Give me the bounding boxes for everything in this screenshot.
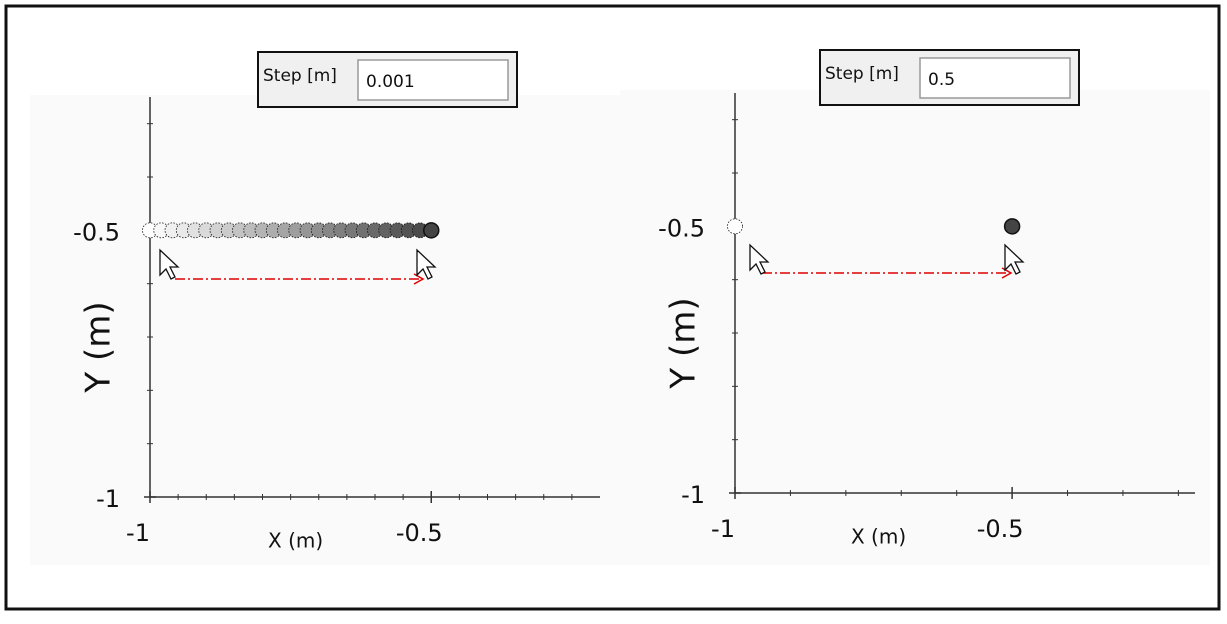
cursor: [159, 248, 180, 280]
y-axis-label: Y (m): [664, 297, 704, 389]
x-axis-label: X (m): [851, 525, 906, 549]
plot: Step [m] 0.001 -1 -0.5 -1 -0.5 X (m) Y (m): [73, 51, 600, 553]
annotations: [159, 243, 1025, 285]
step-label: Step [m]: [825, 64, 899, 84]
step-value: 0.001: [366, 72, 415, 92]
cursor: [749, 243, 770, 275]
x-tick-label: -0.5: [977, 515, 1024, 543]
point: [1003, 218, 1021, 235]
step-label: Step [m]: [263, 66, 337, 86]
panel-bg: [30, 95, 620, 565]
y-tick-label: -0.5: [73, 218, 120, 246]
step-input[interactable]: [919, 57, 1071, 99]
y-axis-label: Y (m): [79, 301, 119, 393]
cursor: [416, 248, 437, 280]
step-input[interactable]: [357, 59, 509, 101]
cursor: [1004, 243, 1025, 275]
y-tick-label: -1: [681, 481, 705, 509]
x-tick-label: -1: [711, 515, 735, 543]
point: [423, 222, 440, 239]
y-tick-label: -0.5: [658, 214, 705, 242]
y-tick-label: -1: [96, 485, 120, 513]
point: [727, 218, 743, 235]
x-axis-label: X (m): [268, 529, 323, 553]
x-tick-label: -1: [126, 519, 150, 547]
step-value: 0.5: [928, 70, 955, 90]
panel-bg: [620, 90, 1210, 565]
x-tick-label: -0.5: [396, 519, 443, 547]
plot: Step [m] 0.5 -1 -0.5 -1 -0.5 X (m) Y (m): [658, 49, 1195, 549]
